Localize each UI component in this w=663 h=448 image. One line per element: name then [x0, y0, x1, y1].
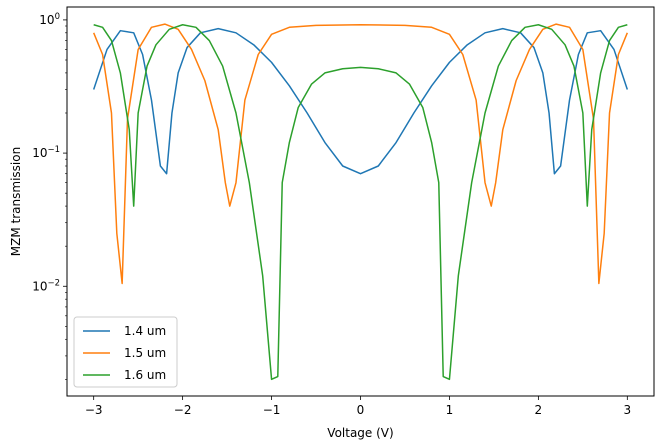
y-axis: 010−110−210	[32, 12, 67, 380]
y-axis-label: MZM transmission	[9, 147, 23, 256]
x-tick-label: −3	[85, 403, 103, 417]
x-tick-label: 2	[535, 403, 543, 417]
x-tick-label: −1	[263, 403, 281, 417]
y-tick-label: 010	[39, 12, 60, 27]
series-line-2	[93, 23, 628, 381]
legend-label-1: 1.5 um	[124, 346, 166, 360]
series-layer	[92, 23, 629, 381]
y-tick-label: −210	[32, 278, 60, 293]
y-tick-exponent: 0	[55, 12, 60, 22]
x-tick-label: 3	[623, 403, 631, 417]
legend: 1.4 um 1.5 um 1.6 um	[73, 316, 178, 388]
x-tick-label: 0	[357, 403, 365, 417]
x-axis-label: Voltage (V)	[327, 426, 393, 440]
series-line-1	[92, 23, 629, 285]
legend-box	[73, 316, 178, 388]
legend-label-2: 1.6 um	[124, 368, 166, 382]
y-tick-exponent: −1	[47, 145, 60, 155]
y-tick-label: −110	[32, 145, 60, 160]
y-tick-base: 10	[32, 279, 47, 293]
x-tick-label: 1	[446, 403, 454, 417]
x-tick-label: −2	[174, 403, 192, 417]
y-tick-exponent: −2	[47, 278, 60, 288]
legend-label-0: 1.4 um	[124, 324, 166, 338]
y-tick-base: 10	[32, 146, 47, 160]
y-tick-base: 10	[39, 13, 54, 27]
x-axis: −3 −2 −1 0 1 2 3	[85, 396, 631, 417]
series-line-0	[92, 27, 629, 175]
